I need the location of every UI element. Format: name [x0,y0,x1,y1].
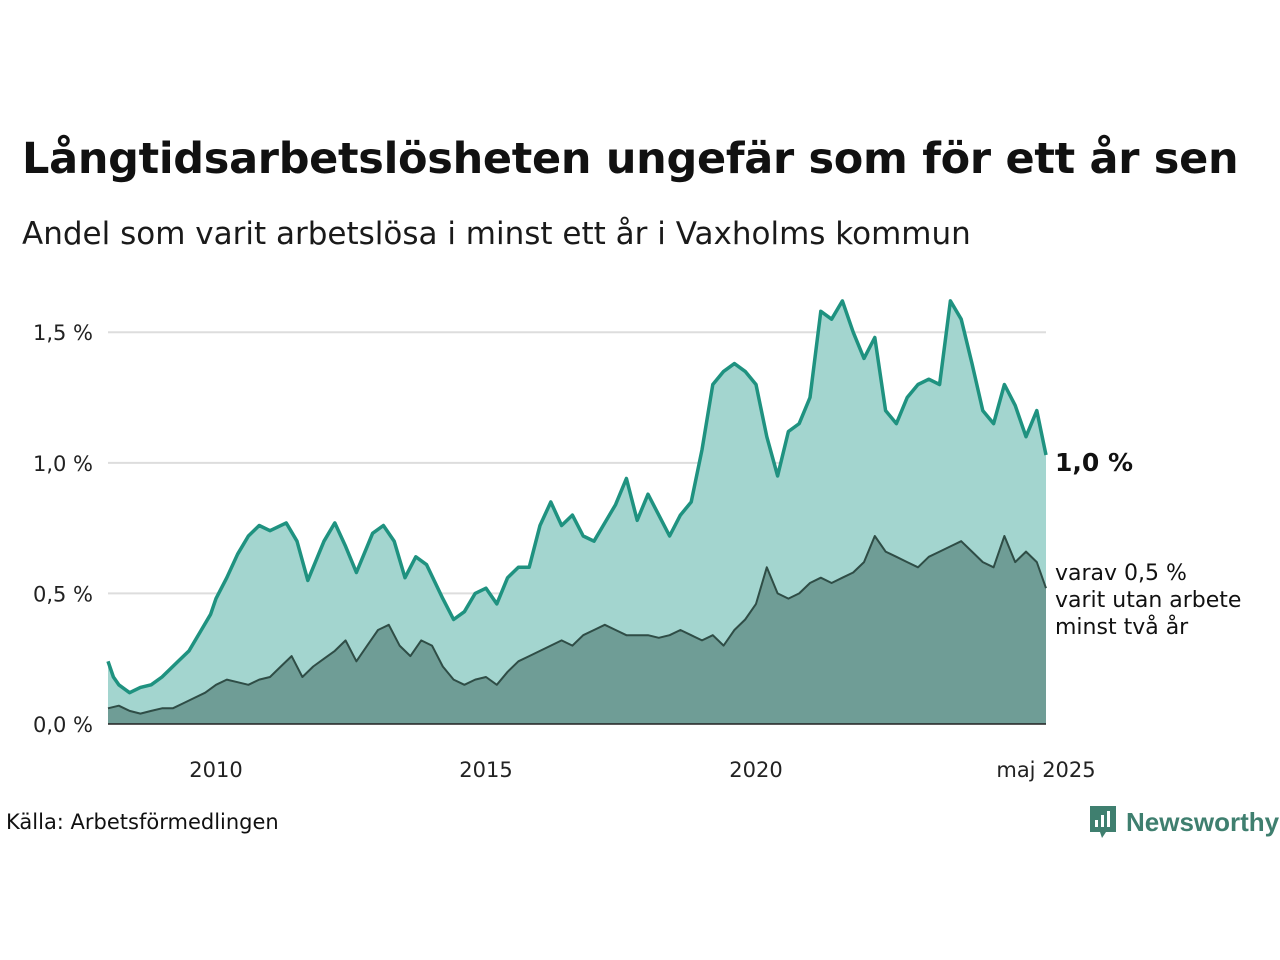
label-long-line-2: varit utan arbete [1055,588,1241,613]
line-long-term-unemployment [107,535,1047,715]
chart-subtitle: Andel som varit arbetslösa i minst ett å… [22,216,971,252]
y-tick-label: 0,0 % [33,713,93,737]
y-tick-label: 1,5 % [33,321,93,345]
brand-logo: Newsworthy [1088,804,1279,840]
line-total-unemployment [106,299,1048,695]
x-tick-label: 2010 [189,758,242,782]
brand-name: Newsworthy [1126,806,1280,837]
chart-title: Långtidsarbetslösheten ungefär som för e… [22,134,1239,184]
y-tick-label: 1,0 % [33,452,93,476]
source-note: Källa: Arbetsförmedlingen [6,810,279,834]
y-axis-ticks: 0,0 % 0,5 % 1,0 % 1,5 % [33,321,93,737]
newsworthy-logo-icon [1090,806,1116,838]
x-tick-label: 2020 [729,758,782,782]
x-tick-label: 2015 [459,758,512,782]
label-total-value: 1,0 % [1055,448,1133,477]
y-tick-label: 0,5 % [33,582,93,606]
label-long-line-3: minst två år [1055,614,1189,640]
label-long-line-1: varav 0,5 % [1055,561,1187,586]
x-axis-ticks: 2010 2015 2020 maj 2025 [189,758,1095,782]
x-tick-label: maj 2025 [996,758,1095,782]
